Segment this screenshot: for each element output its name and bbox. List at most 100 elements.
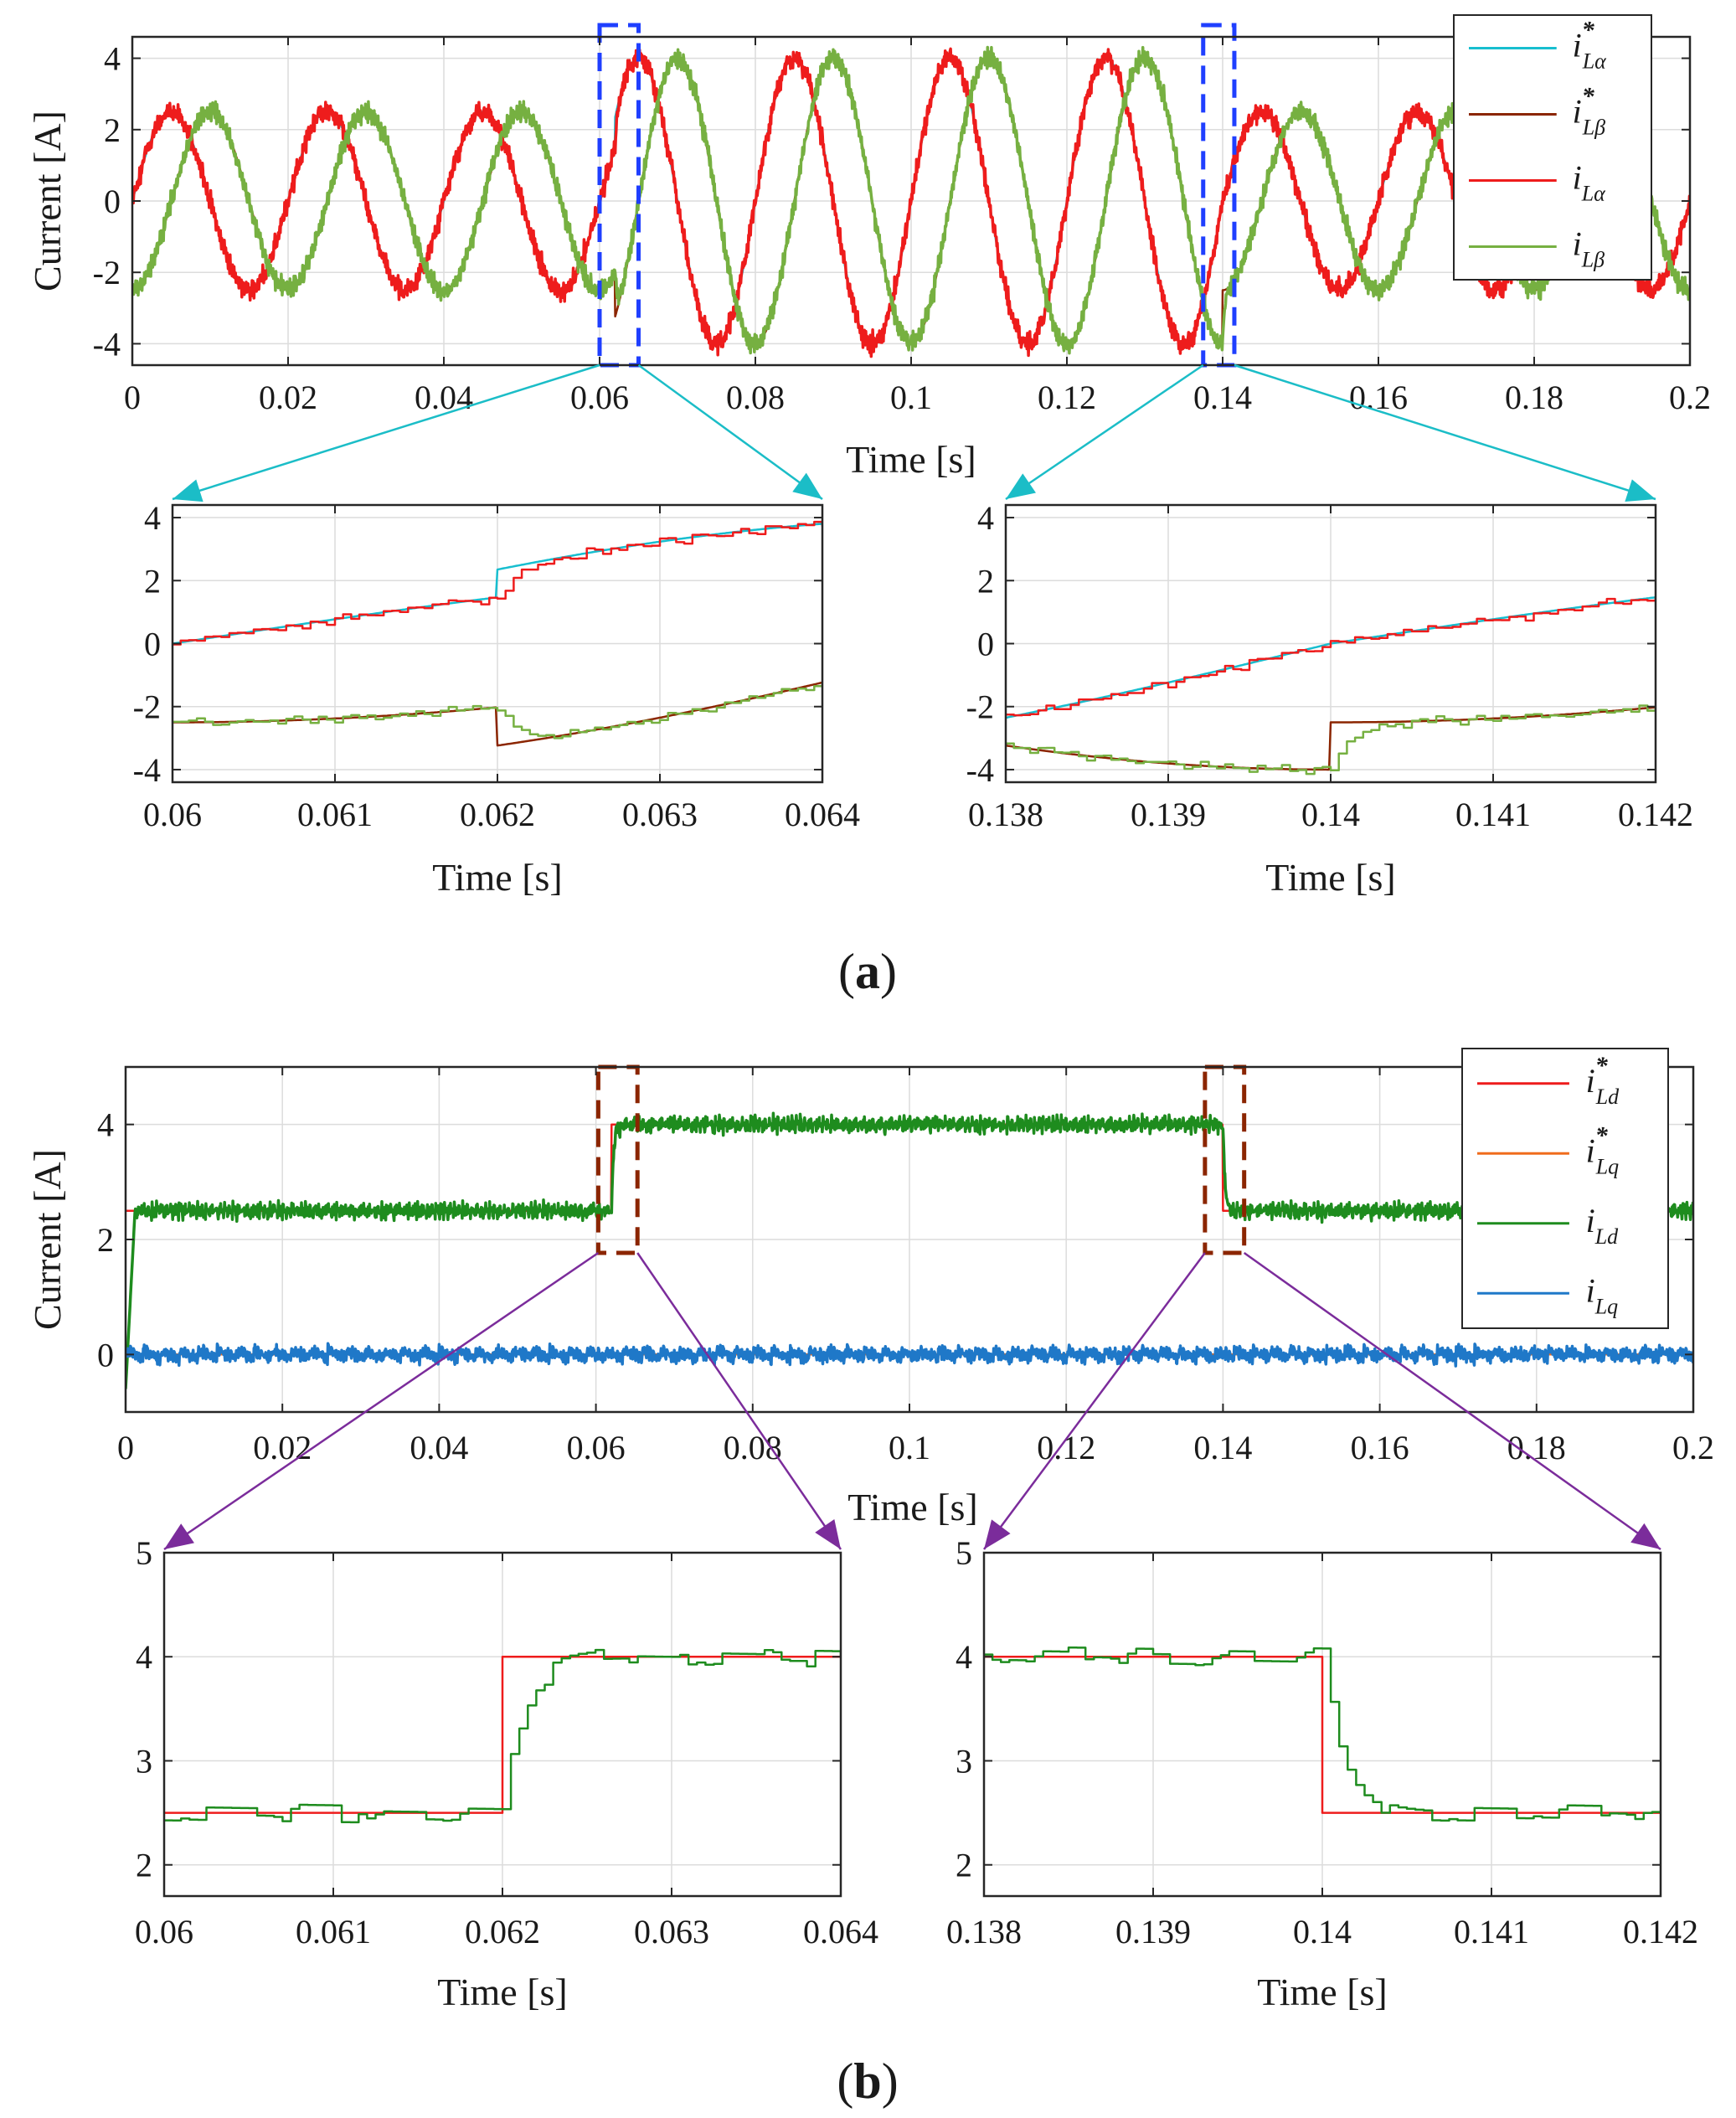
- panel-a-zoom-left-ticks: 0.06 0.061 0.062 0.063 0.064 -4 -2 0 2 4: [133, 499, 860, 833]
- panel-b-x-ticks: 0 0.02 0.04 0.06 0.08 0.1 0.12 0.14 0.16 0.18 0.2: [117, 1067, 1714, 1466]
- panel-b-ytick-label: 4: [97, 1106, 114, 1144]
- panel-a-zoom-right-xtick-label: 0.14: [1301, 796, 1360, 833]
- panel-a-main-plot: 0 0.02 0.04 0.06 0.08 0.1 0.12 0.14 0.16 0.18 0.2 …: [26, 14, 1711, 481]
- panel-a-zoom-right-xtick-label: 0.138: [968, 796, 1043, 833]
- panel-a-x-ticks: 0 0.02 0.04 0.06 0.08 0.1 0.12 0.14 0.16 0.18 0.2: [124, 37, 1711, 416]
- panel-a-ytick-label: -2: [93, 254, 121, 291]
- panel-b-ytick-label: 0: [97, 1336, 114, 1373]
- panel-b-zoom-right-xtick-label: 0.139: [1115, 1913, 1191, 1951]
- panel-a-zoom-left-ytick-label: -2: [133, 688, 161, 726]
- panel-a-xtick-label: 0.2: [1669, 379, 1711, 416]
- panel-a-zoom-right-ytick-label: 2: [977, 562, 994, 600]
- panel-a-zoom-right-xtick-label: 0.139: [1131, 796, 1206, 833]
- series-meas-q: [126, 1342, 1693, 1368]
- panel-a-zoom-left-xtick-label: 0.062: [460, 796, 535, 833]
- panel-a-xtick-label: 0.1: [890, 379, 932, 416]
- panel-a-legend-label: iLβ: [1573, 225, 1605, 272]
- panel-b-xtick-label: 0.12: [1037, 1429, 1095, 1466]
- panel-b-arrow-4-head: [1630, 1523, 1661, 1549]
- panel-b-caption: (b): [837, 2054, 898, 2109]
- panel-a-legend-label: i* Lβ: [1573, 83, 1606, 140]
- panel-a-zoom-arrows: [172, 363, 1656, 502]
- panel-a-xtick-label: 0: [124, 379, 141, 416]
- panel-b-xlabel: Time [s]: [847, 1486, 978, 1528]
- series-ref-beta: [1006, 706, 1656, 771]
- panel-a-legend-box: [1453, 14, 1652, 281]
- panel-b-zoom-right-xlabel: Time [s]: [1257, 1971, 1388, 2013]
- series-meas-d: [164, 1648, 841, 1824]
- series-meas-beta: [1006, 704, 1656, 776]
- panel-a-y-ticks: -4 -2 0 2 4: [93, 40, 1690, 363]
- panel-b-zoom-right-ytick-label: 5: [956, 1534, 972, 1572]
- panel-a-legend-label: iLα: [1573, 159, 1607, 206]
- series-ref-d: [164, 1655, 841, 1814]
- panel-b-zoom-right-xtick-label: 0.138: [946, 1913, 1022, 1951]
- panel-b-zoom-box-1: [595, 1064, 640, 1255]
- panel-a-zoom-right-ytick-label: 0: [977, 626, 994, 663]
- panel-a-xtick-label: 0.06: [570, 379, 629, 416]
- panel-b-xtick-label: 0.16: [1351, 1429, 1409, 1466]
- panel-b-zoom-left-xtick-label: 0.063: [634, 1913, 709, 1951]
- panel-b-zoom-right-xtick-label: 0.14: [1293, 1913, 1352, 1951]
- panel-b-arrow-2: [636, 1252, 842, 1550]
- panel-b-zoom-right-series: [984, 1646, 1661, 1822]
- panel-b: 0 0.02 0.04 0.06 0.08 0.1 0.12 0.14 0.16 0.18 0.2 …: [26, 1048, 1714, 2109]
- series-meas-alpha: [1006, 596, 1656, 717]
- panel-b-zoom-right: 0.138 0.139 0.14 0.141 0.142 2 3 4 5 Time [s]: [946, 1534, 1698, 2013]
- panel-a-zoom-left-series: [173, 520, 822, 747]
- panel-a-xlabel: Time [s]: [846, 438, 976, 481]
- panel-a-ytick-label: -4: [93, 325, 121, 363]
- panel-a-zoom-right-ytick-label: 4: [977, 499, 994, 537]
- panel-a-zoom-right-series: [1006, 595, 1656, 776]
- series-meas-beta: [173, 683, 822, 739]
- series-meas-alpha: [173, 520, 822, 646]
- panel-b-ytick-label: 2: [97, 1221, 114, 1259]
- panel-b-xtick-label: 0.06: [567, 1429, 626, 1466]
- panel-a-arrow-2-head: [792, 472, 822, 499]
- panel-b-arrow-1-head: [164, 1523, 194, 1549]
- panel-b-zoom-left-xtick-label: 0.064: [803, 1913, 878, 1951]
- panel-b-zoom-left-ytick-label: 2: [136, 1847, 152, 1884]
- series-meas-alpha: [132, 47, 1690, 358]
- series-ref-beta: [173, 681, 822, 747]
- panel-b-zoom-arrows: [163, 1251, 1661, 1551]
- panel-a-zoom-left-xtick-label: 0.06: [143, 796, 202, 833]
- panel-b-zoom-left-ticks: 0.06 0.061 0.062 0.063 0.064 2 3 4 5: [135, 1534, 878, 1951]
- panel-b-xtick-label: 0.04: [410, 1429, 468, 1466]
- panel-a-zoom-left: 0.06 0.061 0.062 0.063 0.064 -4 -2 0 2 4 Time [s]: [133, 499, 860, 899]
- panel-b-legend-label: i* Lq: [1586, 1121, 1620, 1178]
- panel-b-series: [126, 1111, 1693, 1389]
- panel-a-zoom-left-xlabel: Time [s]: [432, 856, 563, 899]
- panel-a-zoom-right: 0.138 0.139 0.14 0.141 0.142 -4 -2 0 2 4 Time [s]: [966, 499, 1693, 899]
- panel-a-xtick-label: 0.02: [259, 379, 317, 416]
- panel-a-arrow-4: [1234, 363, 1656, 501]
- panel-a-arrow-1: [172, 363, 600, 501]
- panel-a-zoom-right-xtick-label: 0.141: [1455, 796, 1531, 833]
- panel-a-xtick-label: 0.08: [726, 379, 785, 416]
- panel-a-zoom-box-1: [597, 23, 641, 368]
- panel-a-ytick-label: 4: [104, 40, 121, 78]
- panel-a-zoom-right-xtick-label: 0.142: [1618, 796, 1693, 833]
- panel-b-arrow-1: [163, 1251, 600, 1551]
- panel-a-arrow-3-head: [1006, 473, 1036, 499]
- panel-b-zoom-left: 0.06 0.061 0.062 0.063 0.064 2 3 4 5 Time [s]: [135, 1534, 878, 2013]
- panel-b-zoom-left-xtick-label: 0.061: [296, 1913, 371, 1951]
- panel-a-zoom-right-ytick-label: -4: [966, 751, 994, 789]
- panel-a-caption: (a): [838, 944, 897, 999]
- panel-b-xtick-label: 0.2: [1672, 1429, 1714, 1466]
- panel-b-xtick-label: 0: [117, 1429, 134, 1466]
- panel-a-series: [132, 45, 1690, 358]
- panel-b-zoom-right-ytick-label: 3: [956, 1742, 972, 1780]
- panel-a-zoom-right-ticks: 0.138 0.139 0.14 0.141 0.142 -4 -2 0 2 4: [966, 499, 1693, 833]
- panel-b-legend-label: iLd: [1586, 1202, 1620, 1249]
- panel-b-zoom-left-xtick-label: 0.06: [135, 1913, 193, 1951]
- panel-b-ylabel: Current [A]: [26, 1149, 69, 1330]
- panel-b-xtick-label: 0.08: [724, 1429, 782, 1466]
- panel-b-zoom-left-ytick-label: 4: [136, 1638, 152, 1676]
- panel-b-xtick-label: 0.1: [889, 1429, 930, 1466]
- panel-a-zoom-right-xlabel: Time [s]: [1265, 856, 1396, 899]
- panel-b-zoom-right-ytick-label: 2: [956, 1847, 972, 1884]
- panel-b-legend-box: [1461, 1048, 1669, 1329]
- panel-b-arrow-2-head: [815, 1519, 841, 1549]
- panel-b-arrow-4: [1243, 1251, 1661, 1551]
